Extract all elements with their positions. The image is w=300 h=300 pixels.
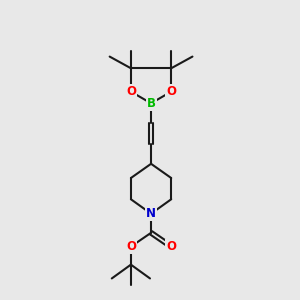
Text: O: O xyxy=(166,240,176,253)
Text: N: N xyxy=(146,207,156,220)
Text: O: O xyxy=(126,240,136,253)
Text: B: B xyxy=(147,97,156,110)
Text: O: O xyxy=(126,85,136,98)
Text: O: O xyxy=(166,85,176,98)
